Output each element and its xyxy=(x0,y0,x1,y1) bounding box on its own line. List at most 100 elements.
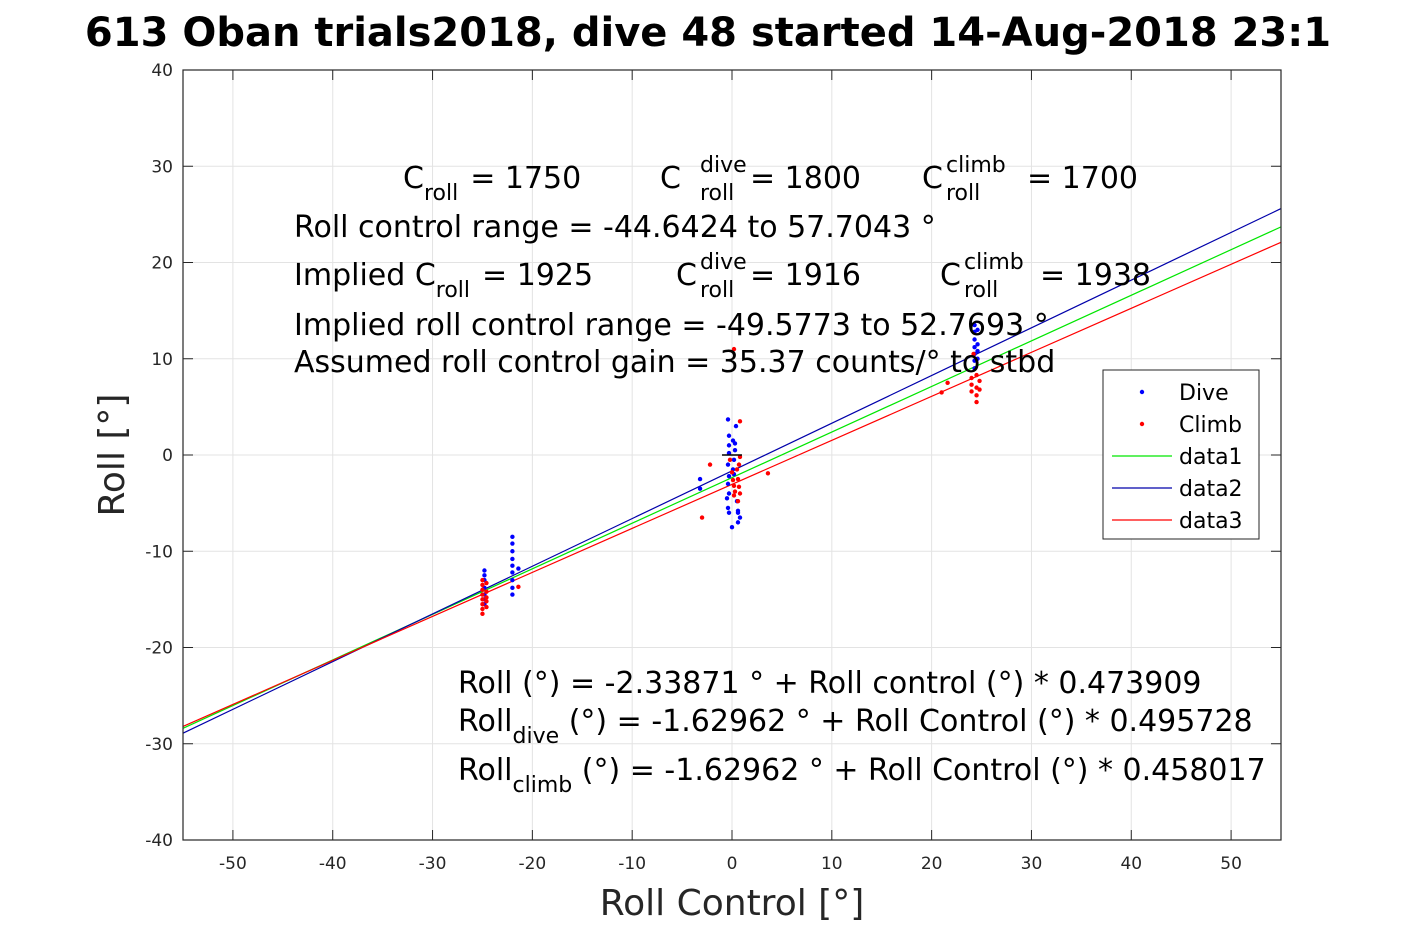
point-climb xyxy=(974,393,979,398)
legend-swatch xyxy=(1139,389,1145,395)
x-axis-label: Roll Control [°] xyxy=(600,883,865,924)
point-dive xyxy=(726,491,732,496)
point-dive xyxy=(482,573,487,578)
point-climb xyxy=(484,604,489,610)
point-climb xyxy=(736,484,742,489)
y-tick-label: -20 xyxy=(145,639,173,659)
point-dive xyxy=(732,441,738,446)
point-dive xyxy=(731,457,737,463)
fit-line-data3 xyxy=(182,241,1282,727)
point-climb xyxy=(977,387,982,392)
annotation-roll-control-range: Roll control range = -44.6424 to 57.7043… xyxy=(294,210,936,245)
point-dive xyxy=(733,423,739,429)
point-dive xyxy=(972,345,977,350)
annotation-implied-range: Implied roll control range = -49.5773 to… xyxy=(294,308,1049,343)
point-dive xyxy=(726,510,732,515)
point-climb xyxy=(969,375,974,381)
point-dive xyxy=(732,447,738,453)
point-dive xyxy=(726,450,732,456)
x-tick-label: -30 xyxy=(419,854,447,874)
point-climb xyxy=(484,589,489,594)
point-dive xyxy=(725,417,731,422)
y-tick-label: -30 xyxy=(145,735,173,755)
point-dive xyxy=(735,510,741,515)
point-climb xyxy=(977,378,982,384)
point-dive xyxy=(724,496,730,501)
x-tick-label: 20 xyxy=(921,854,943,874)
annotation-gain: Assumed roll control gain = 35.37 counts… xyxy=(294,345,1055,380)
point-climb xyxy=(737,454,743,460)
legend-label: data3 xyxy=(1179,509,1243,534)
point-climb xyxy=(974,399,979,405)
point-dive xyxy=(510,585,515,591)
legend-label: data2 xyxy=(1179,477,1243,502)
y-tick-label: 20 xyxy=(151,254,173,274)
point-dive xyxy=(516,566,521,571)
point-dive xyxy=(510,577,515,583)
point-climb xyxy=(969,382,974,387)
point-dive xyxy=(975,348,980,354)
point-climb xyxy=(969,389,974,394)
y-tick-label: 0 xyxy=(162,446,173,466)
data-points xyxy=(480,322,982,617)
point-climb xyxy=(480,611,485,617)
point-climb xyxy=(737,491,743,496)
x-tick-label: 0 xyxy=(727,854,738,874)
point-dive xyxy=(510,570,515,575)
legend-swatch xyxy=(1139,421,1145,427)
point-climb xyxy=(731,493,737,498)
point-climb xyxy=(480,582,485,588)
annotation-implied-c-roll-dive: C dive roll = 1916 xyxy=(676,242,861,305)
point-dive xyxy=(972,337,977,342)
point-dive xyxy=(510,534,515,540)
point-dive xyxy=(729,524,735,530)
y-tick-label: -10 xyxy=(145,542,173,562)
point-dive xyxy=(510,592,515,597)
annotation-c-roll-dive: C dive roll = 1800 xyxy=(660,145,861,208)
y-tick-label: 10 xyxy=(151,350,173,370)
point-climb xyxy=(727,457,733,463)
point-dive xyxy=(975,327,980,333)
point-climb xyxy=(730,477,736,483)
point-climb xyxy=(480,606,485,612)
point-climb xyxy=(945,380,950,386)
point-climb xyxy=(484,595,489,600)
legend-label: Dive xyxy=(1179,381,1229,406)
annotation-implied-c-roll: Implied Croll = 1925 xyxy=(294,258,593,303)
point-dive xyxy=(726,433,732,438)
point-dive xyxy=(510,549,515,554)
x-tick-label: 10 xyxy=(821,854,843,874)
point-climb xyxy=(480,601,485,607)
legend: Dive Climb data1 data2 data3 xyxy=(1102,369,1260,540)
point-climb xyxy=(480,577,485,583)
fit-line-data1 xyxy=(182,226,1282,729)
point-dive xyxy=(725,462,731,467)
point-climb xyxy=(480,592,485,597)
point-climb xyxy=(732,489,738,494)
point-climb xyxy=(736,462,742,467)
point-climb xyxy=(971,351,976,357)
x-tick-label: -10 xyxy=(618,854,646,874)
annotation-fit-climb: Rollclimb (°) = -1.62962 ° + Roll Contro… xyxy=(458,753,1266,798)
x-tick-label: 50 xyxy=(1220,854,1242,874)
point-dive xyxy=(972,322,977,328)
point-dive xyxy=(482,568,487,573)
legend-box xyxy=(1102,369,1260,540)
point-climb xyxy=(734,467,740,472)
x-tick-label: 40 xyxy=(1120,854,1142,874)
point-climb xyxy=(484,580,489,586)
point-climb xyxy=(735,476,741,482)
x-tick-label: 30 xyxy=(1021,854,1043,874)
annotation-c-roll: Croll = 1750 xyxy=(403,161,581,206)
point-climb xyxy=(729,470,735,475)
point-climb xyxy=(699,515,705,520)
point-dive xyxy=(725,481,731,487)
point-climb xyxy=(731,483,737,488)
point-dive xyxy=(697,476,703,482)
point-climb xyxy=(484,599,489,604)
point-dive xyxy=(735,520,741,525)
axis-ticks: -50 -40 -30 -20 -10 0 10 20 30 40 50 -40 -30 -20 -10 0 1… xyxy=(145,61,1281,874)
chart-title: 613 Oban trials2018, dive 48 started 14-… xyxy=(85,10,1331,56)
y-axis-label: Roll [°] xyxy=(92,394,133,517)
